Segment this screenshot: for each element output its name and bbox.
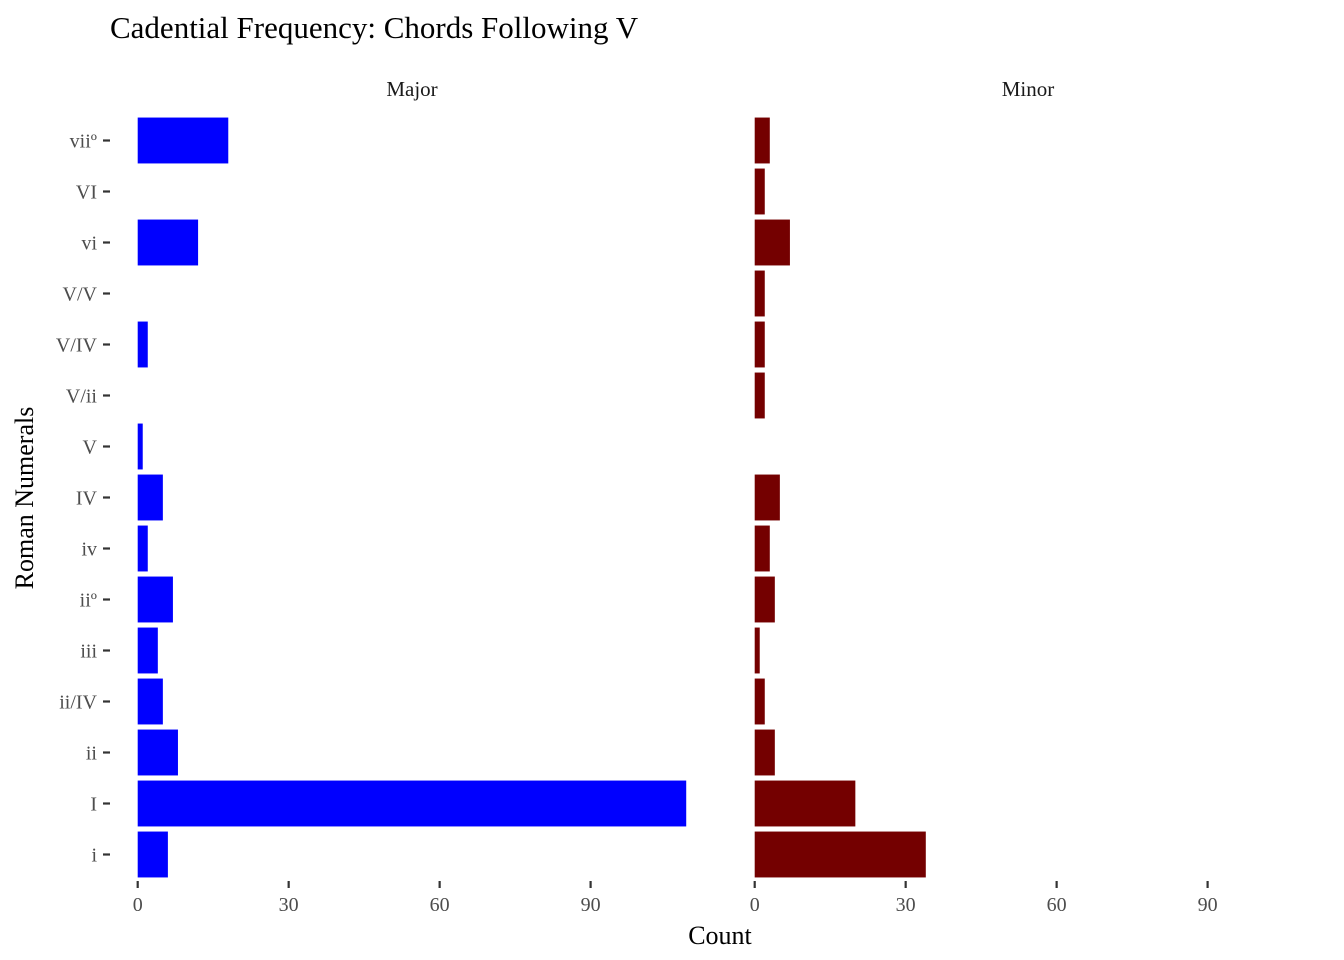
x-tick-label-major-90: 90 [581,894,601,916]
x-tick-label-major-60: 60 [430,894,450,916]
bar-minor-iii-4 [754,627,760,674]
bar-minor-i-1 [754,780,856,827]
y-axis: i Iii ii/IV iii iiº iv IV V V/ii V/IV V/V vi VI viiº [56,131,110,867]
y-tick-label-ii-2: ii [86,743,98,765]
y-tick-label-iv-7: IV [76,488,98,510]
bar-major-iv-6 [137,525,148,572]
y-tick-label-vi-13: VI [76,182,97,204]
facet-panel-major: 0 30 60 90 [133,117,687,916]
bar-minor-ii-5 [754,576,775,623]
x-tick-label-minor-0: 0 [750,894,760,916]
x-tick-label-minor-90: 90 [1198,894,1218,916]
bar-minor-v-v-11 [754,270,765,317]
y-tick-label-vii-14: viiº [70,131,97,153]
bar-minor-v-ii-9 [754,372,765,419]
bar-minor-vi-12 [754,219,790,266]
x-axis-title: Count [688,921,752,950]
x-tick-label-minor-60: 60 [1047,894,1067,916]
y-tick-label-iv-6: iv [81,539,97,561]
x-tick-label-major-0: 0 [133,894,143,916]
bar-major-i-0 [137,831,168,878]
y-tick-label-v-ii-9: V/ii [66,386,98,408]
y-tick-label-v-v-11: V/V [63,284,98,306]
bar-minor-ii-2 [754,729,775,776]
y-tick-label-iii-4: iii [80,641,97,663]
bar-minor-ii-iv-3 [754,678,765,725]
y-tick-label-ii-5: iiº [80,590,97,612]
bar-minor-iv-6 [754,525,770,572]
bar-major-vi-12 [137,219,199,266]
bar-minor-i-0 [754,831,926,878]
y-tick-label-ii-iv-3: ii/IV [59,692,97,714]
x-tick-label-major-30: 30 [279,894,299,916]
y-tick-label-v-iv-10: V/IV [56,335,98,357]
bar-major-ii-5 [137,576,173,623]
bar-major-ii-iv-3 [137,678,163,725]
bar-minor-vii-14 [754,117,770,164]
bar-major-iv-7 [137,474,163,521]
bar-major-v-iv-10 [137,321,148,368]
facet-strip-major: Major [386,77,437,101]
y-axis-title: Roman Numerals [10,407,39,590]
facet-panel-minor: 0 30 60 90 [750,117,1218,916]
bar-minor-v-iv-10 [754,321,765,368]
y-tick-label-i-0: i [91,845,97,867]
bar-minor-vi-13 [754,168,765,215]
x-tick-label-minor-30: 30 [896,894,916,916]
y-tick-label-v-8: V [83,437,98,459]
y-tick-label-i-1: I [90,794,97,816]
bar-major-iii-4 [137,627,158,674]
bar-major-ii-2 [137,729,178,776]
bar-major-vii-14 [137,117,229,164]
facet-strip-minor: Minor [1002,77,1055,101]
y-tick-label-vi-12: vi [81,233,97,255]
chart-title: Cadential Frequency: Chords Following V [110,10,639,45]
bar-minor-iv-7 [754,474,780,521]
bar-major-v-8 [137,423,143,470]
bar-major-i-1 [137,780,687,827]
